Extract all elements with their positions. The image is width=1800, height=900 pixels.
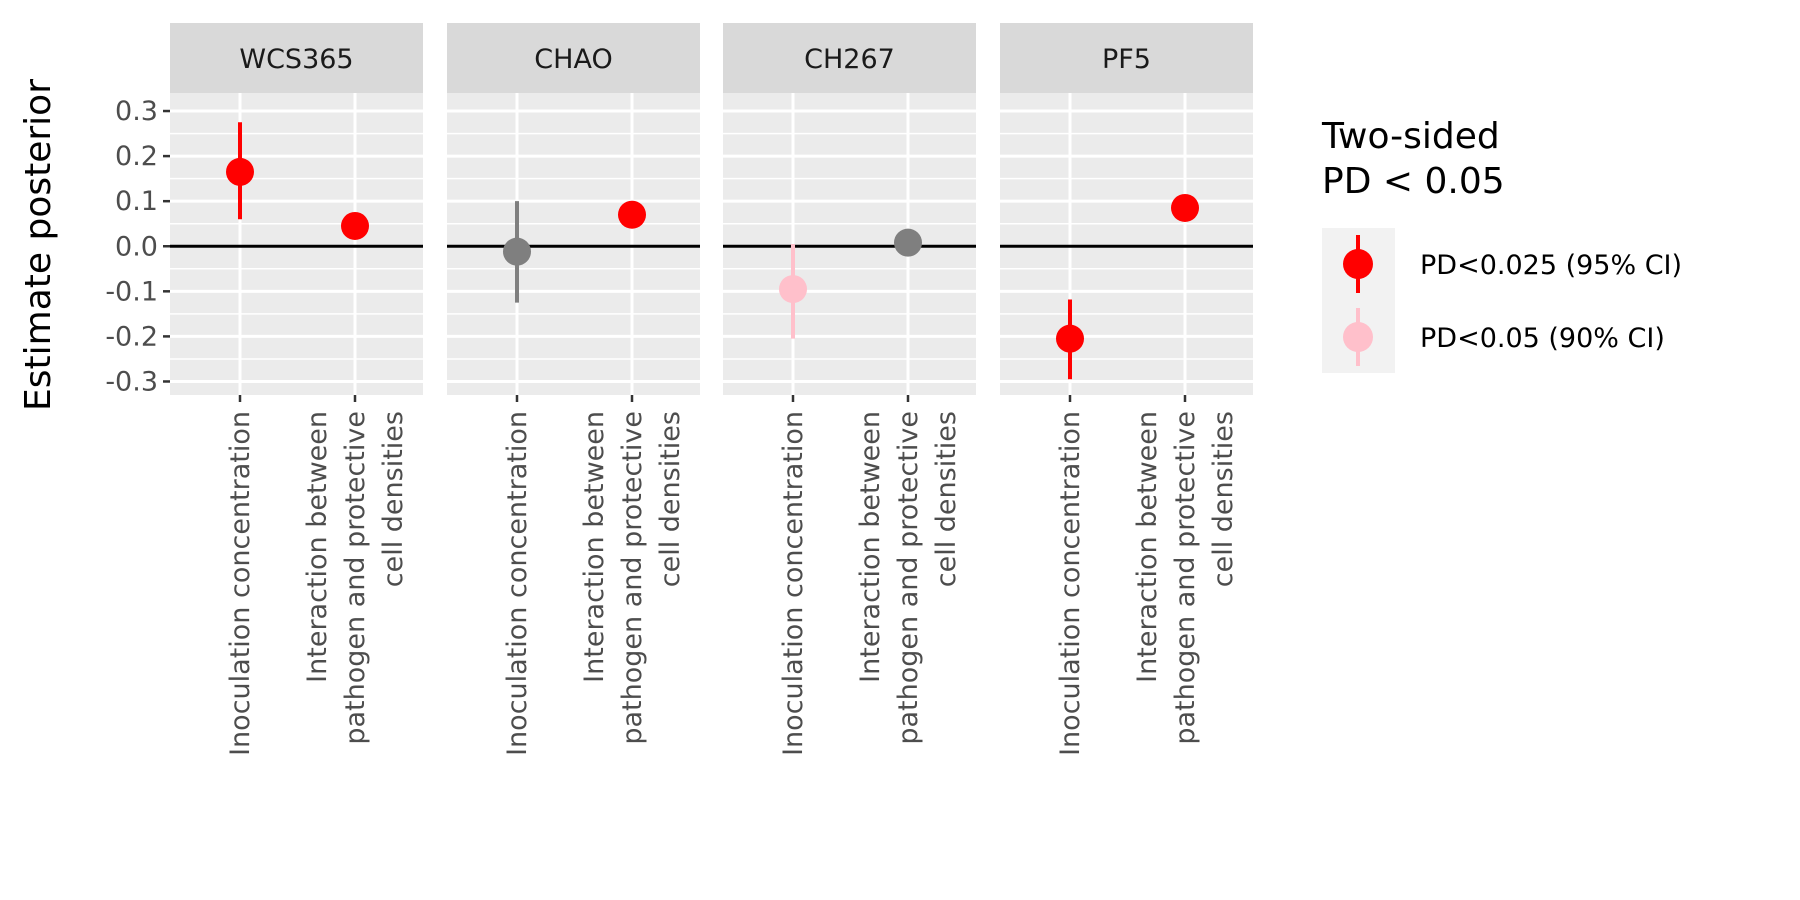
- x-tick-label-line: cell densities: [655, 411, 686, 587]
- data-point: [1056, 324, 1084, 353]
- facet-panel-wcs365: WCS365 Inoculation concentration Interacti…: [170, 23, 423, 756]
- x-tick-label-line: pathogen and protective: [617, 411, 648, 745]
- x-tick-label-line: Interaction between: [579, 411, 610, 683]
- facet-panel-ch267: CH267 Inoculation concentration Interactio…: [723, 23, 976, 756]
- x-tick-label-line: cell densities: [931, 411, 962, 587]
- facet-strip: [447, 23, 700, 93]
- panel-background: [447, 93, 700, 395]
- legend-title: Two-sided: [1321, 116, 1500, 157]
- data-point: [618, 200, 646, 229]
- facet-strip-label: CH267: [804, 44, 895, 75]
- y-axis-label: Estimate posterior: [18, 79, 59, 411]
- panel-background: [1000, 93, 1253, 395]
- y-tick-label: 0.1: [115, 186, 158, 217]
- x-tick-label: Interaction between pathogen and protecti…: [1132, 411, 1239, 745]
- legend-key-point: [1343, 322, 1373, 352]
- facet-strip: [723, 23, 976, 93]
- legend-key-point: [1343, 249, 1373, 279]
- facet-strip-label: PF5: [1102, 44, 1151, 75]
- x-tick-label-line: Inoculation concentration: [502, 411, 533, 756]
- panels-layer: -0.3 -0.2 -0.1 0.0 0.1 0.2 0.3 WCS365 Inoculatio…: [105, 23, 1253, 756]
- data-point: [341, 211, 369, 240]
- data-point: [1171, 193, 1199, 222]
- x-tick-label-line: cell densities: [1208, 411, 1239, 587]
- x-tick-label: Inoculation concentration: [1055, 411, 1086, 756]
- legend-entry-label: PD<0.05 (90% CI): [1420, 323, 1665, 354]
- x-tick-label: Inoculation concentration: [778, 411, 809, 756]
- panel-background: [170, 93, 423, 395]
- data-point: [226, 157, 254, 186]
- x-tick-label: Interaction between pathogen and protecti…: [855, 411, 962, 745]
- x-tick-label-line: cell densities: [378, 411, 409, 587]
- x-tick-label: Interaction between pathogen and protecti…: [579, 411, 686, 745]
- x-tick-label: Interaction between pathogen and protecti…: [302, 411, 409, 745]
- x-tick-label-line: Interaction between: [855, 411, 886, 683]
- legend-entry-label: PD<0.025 (95% CI): [1420, 250, 1682, 281]
- panel-background: [723, 93, 976, 395]
- x-tick-label-line: Interaction between: [302, 411, 333, 683]
- facet-strip: [1000, 23, 1253, 93]
- x-tick-label: Inoculation concentration: [502, 411, 533, 756]
- y-tick-label: -0.2: [105, 321, 158, 352]
- x-tick-label-line: Inoculation concentration: [778, 411, 809, 756]
- x-tick-label-line: pathogen and protective: [1170, 411, 1201, 745]
- facet-panel-pf5: PF5 Inoculation concentration Interaction …: [1000, 23, 1253, 756]
- facet-strip: [170, 23, 423, 93]
- data-point: [894, 228, 922, 257]
- y-tick-label: -0.1: [105, 276, 158, 307]
- data-point: [779, 275, 807, 304]
- data-point: [503, 237, 531, 266]
- facet-strip-label: CHAO: [534, 44, 612, 75]
- facet-panel-chao: CHAO Inoculation concentration Interaction…: [447, 23, 700, 756]
- y-tick-label: -0.3: [105, 366, 158, 397]
- x-tick-label-line: Inoculation concentration: [1055, 411, 1086, 756]
- y-tick-label: 0.3: [115, 96, 158, 127]
- y-tick-label: 0.2: [115, 141, 158, 172]
- x-tick-label: Inoculation concentration: [225, 411, 256, 756]
- legend-title: PD < 0.05: [1322, 161, 1505, 202]
- x-tick-label-line: pathogen and protective: [340, 411, 371, 745]
- x-tick-label-line: Inoculation concentration: [225, 411, 256, 756]
- facet-strip-label: WCS365: [239, 44, 353, 75]
- x-tick-label-line: pathogen and protective: [893, 411, 924, 745]
- y-tick-label: 0.0: [115, 231, 158, 262]
- x-tick-label-line: Interaction between: [1132, 411, 1163, 683]
